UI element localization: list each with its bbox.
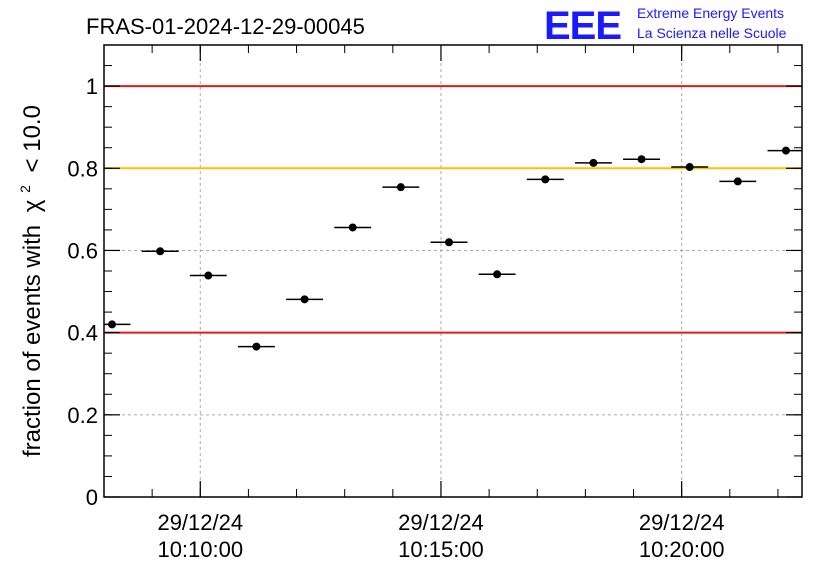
axis-ticks <box>103 44 802 498</box>
x-tick-label-date: 29/12/24 <box>398 510 484 535</box>
data-point <box>541 175 550 184</box>
y-axis-label-symbol: χ <box>19 199 46 212</box>
eee-logo: EEE Extreme Energy Events La Scienza nel… <box>544 4 787 48</box>
y-tick-label: 0.8 <box>67 156 98 181</box>
data-point <box>781 146 790 155</box>
x-tick-label-time: 10:20:00 <box>639 537 725 562</box>
y-tick-labels: 0 0.2 0.4 0.6 0.8 1 <box>67 74 98 510</box>
y-tick-label: 0 <box>86 485 98 510</box>
data-point <box>156 247 165 256</box>
data-point <box>300 295 309 304</box>
plot-frame <box>103 44 803 498</box>
data-point <box>204 271 213 280</box>
data-point <box>348 223 357 232</box>
data-point <box>637 155 646 164</box>
x-tick-label-date: 29/12/24 <box>639 510 725 535</box>
data-point <box>733 177 742 186</box>
y-axis-label-tail: < 10.0 <box>19 105 46 172</box>
data-point <box>108 320 117 329</box>
x-tick-label-date: 29/12/24 <box>157 510 243 535</box>
data-point <box>252 342 261 351</box>
eee-logo-mark: EEE <box>544 4 621 48</box>
data-points <box>104 146 802 351</box>
y-axis-label-sup: 2 <box>17 185 33 193</box>
x-tick-label-time: 10:15:00 <box>398 537 484 562</box>
grid <box>104 45 802 497</box>
data-point <box>685 163 694 172</box>
y-tick-label: 1 <box>86 74 98 99</box>
y-axis-label: fraction of events with χ 2 < 10.0 <box>9 105 46 457</box>
y-axis-label-main: fraction of events with <box>19 225 46 457</box>
y-tick-label: 0.2 <box>67 403 98 428</box>
data-point <box>444 238 453 247</box>
eee-logo-line1: Extreme Energy Events <box>637 5 784 21</box>
data-point <box>493 270 502 279</box>
x-tick-labels: 29/12/2410:10:0029/12/2410:15:0029/12/24… <box>157 510 724 562</box>
reference-lines <box>104 85 802 334</box>
x-tick-label-time: 10:10:00 <box>157 537 243 562</box>
data-point <box>396 183 405 192</box>
chart-title: FRAS-01-2024-12-29-00045 <box>86 14 365 39</box>
y-tick-label: 0.4 <box>67 321 98 346</box>
y-tick-label: 0.6 <box>67 238 98 263</box>
data-point <box>589 158 598 167</box>
eee-logo-line2: La Scienza nelle Scuole <box>637 25 787 41</box>
